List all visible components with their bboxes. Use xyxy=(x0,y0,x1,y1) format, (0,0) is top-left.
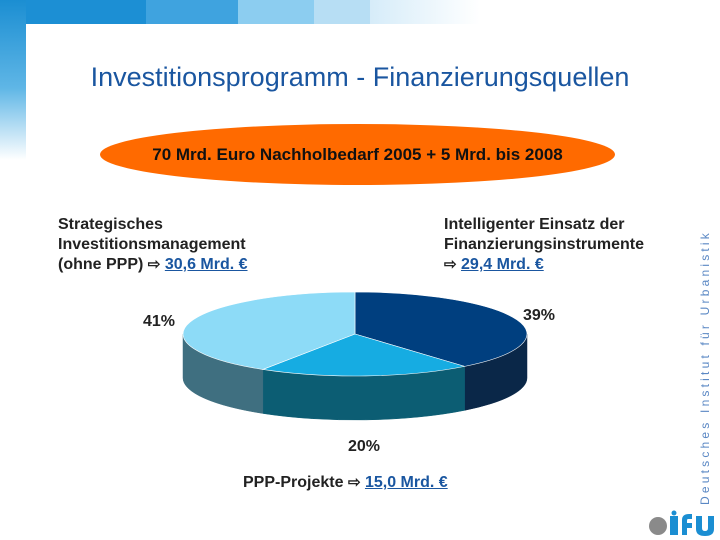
header-band-1 xyxy=(26,0,146,24)
pie-slice-20 xyxy=(261,333,465,377)
bottom-block: PPP-Projekte ⇨ 15,0 Mrd. € xyxy=(243,473,448,493)
right-block-line-1: Intelligenter Einsatz der xyxy=(444,216,625,233)
right-arrow-icon: ⇨ xyxy=(444,256,457,273)
difu-logo-icon xyxy=(649,510,714,536)
header-band-3 xyxy=(238,0,314,24)
bottom-amount-link[interactable]: 15,0 Mrd. € xyxy=(364,474,448,491)
right-block-line-3-row: ⇨ 29,4 Mrd. € xyxy=(444,255,644,275)
left-block-line-3-row: (ohne PPP) ⇨ 30,6 Mrd. € xyxy=(58,255,248,275)
header-band-fade xyxy=(370,0,480,24)
left-amount-link[interactable]: 30,6 Mrd. € xyxy=(164,256,248,273)
header-band-4 xyxy=(314,0,370,24)
pie-slice-41 xyxy=(182,291,356,370)
header-band-2 xyxy=(146,0,238,24)
pie-slice-39 xyxy=(354,291,528,367)
left-accent-bar xyxy=(0,0,26,160)
slide-title: Investitionsprogramm - Finanzierungsquel… xyxy=(90,62,630,92)
institute-name-vertical: Deutsches Institut für Urbanistik xyxy=(698,229,712,505)
slice-label-39: 39% xyxy=(523,307,556,324)
left-block-line-2: Investitionsmanagement xyxy=(58,236,246,253)
demand-banner: 70 Mrd. Euro Nachholbedarf 2005 + 5 Mrd.… xyxy=(100,124,615,185)
slice-label-20: 20% xyxy=(348,438,381,455)
right-block-line-2: Finanzierungsinstrumente xyxy=(444,236,645,253)
bottom-block-label: PPP-Projekte xyxy=(243,474,344,491)
slice-label-41: 41% xyxy=(143,313,176,330)
left-block-line-1: Strategisches xyxy=(58,216,163,233)
left-block-line-3: (ohne PPP) xyxy=(58,256,144,273)
bottom-arrow-icon: ⇨ xyxy=(347,474,361,491)
left-block: Strategisches Investitionsmanagement (oh… xyxy=(58,215,248,275)
right-block: Intelligenter Einsatz der Finanzierungsi… xyxy=(444,215,644,275)
right-amount-link[interactable]: 29,4 Mrd. € xyxy=(461,256,544,273)
left-arrow-icon: ⇨ xyxy=(147,256,161,273)
banner-text: 70 Mrd. Euro Nachholbedarf 2005 + 5 Mrd.… xyxy=(152,144,563,164)
